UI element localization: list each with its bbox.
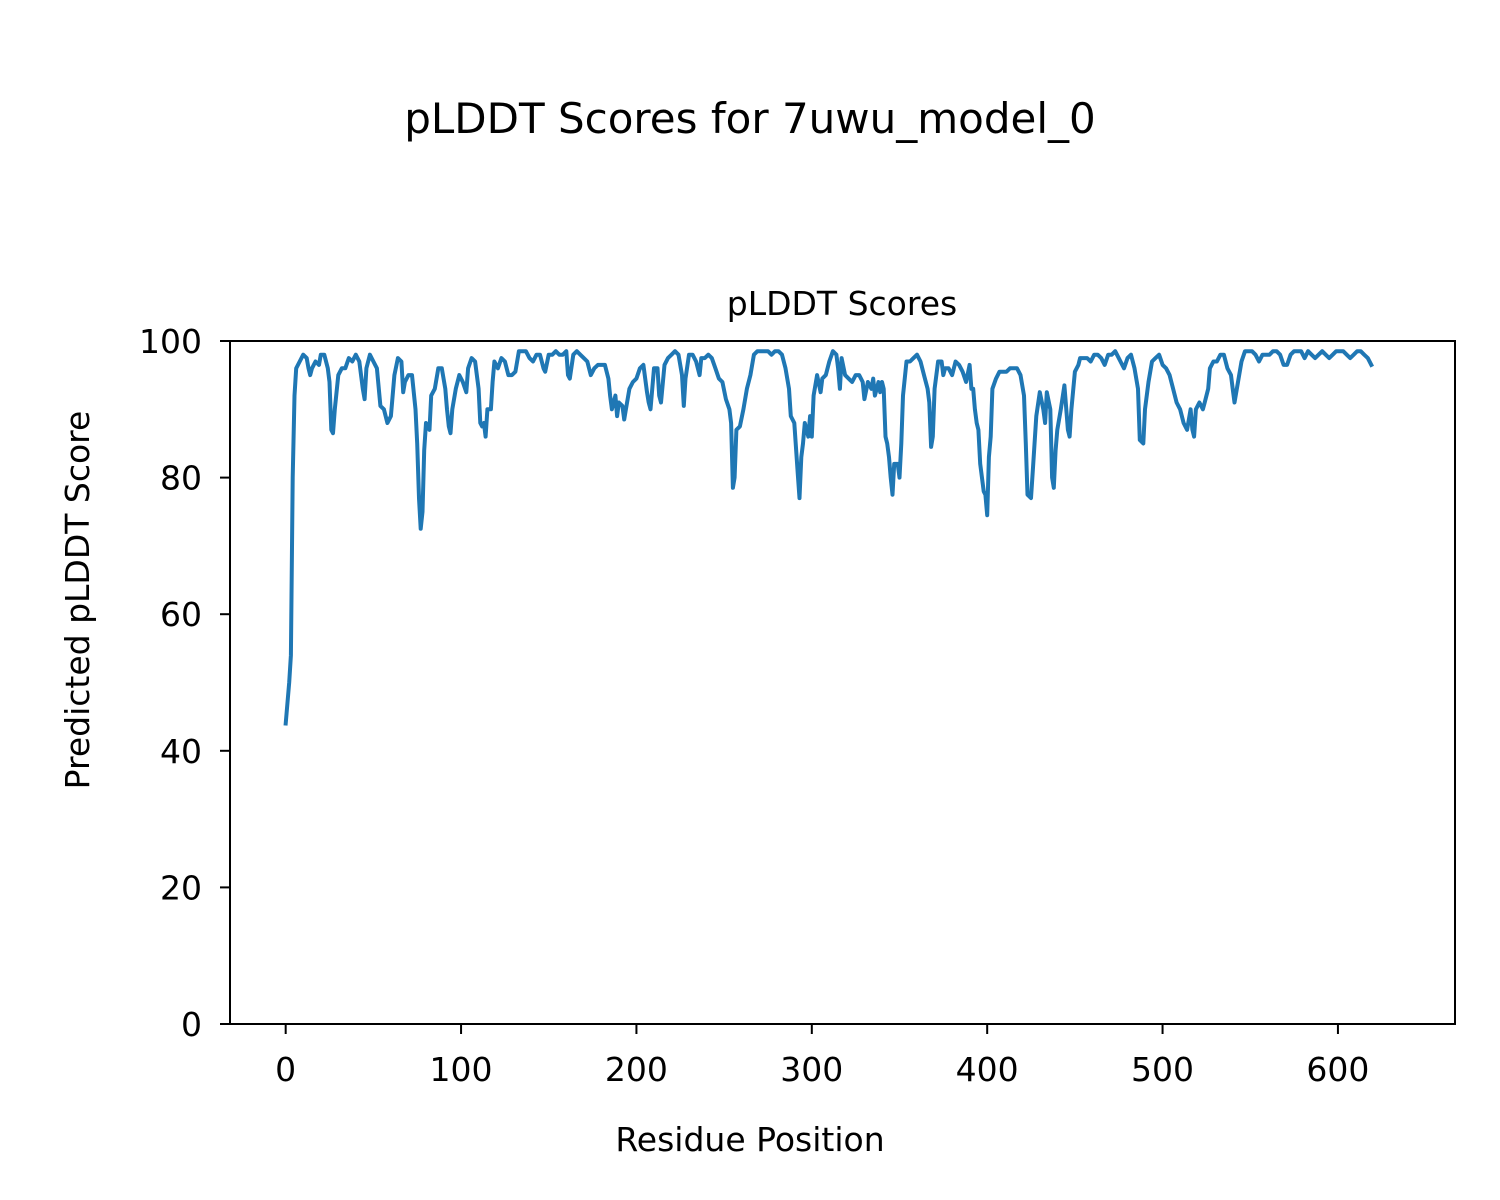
y-axis-ticks: 0 20 40 60 80 100: [139, 322, 230, 1044]
x-axis-label: Residue Position: [615, 1120, 884, 1159]
x-tick-label: 300: [780, 1050, 843, 1089]
axes-title: pLDDT Scores: [727, 284, 957, 323]
y-tick-label: 0: [181, 1005, 202, 1044]
figure-title: pLDDT Scores for 7uwu_model_0: [404, 94, 1096, 143]
y-axis-label: Predicted pLDDT Score: [58, 411, 97, 790]
plot-frame: [229, 340, 1456, 1025]
x-tick-label: 400: [956, 1050, 1019, 1089]
x-tick-label: 0: [275, 1050, 296, 1089]
y-tick-label: 60: [160, 595, 202, 634]
y-tick-label: 40: [160, 732, 202, 771]
y-tick-label: 100: [139, 322, 202, 361]
y-tick-label: 80: [160, 459, 202, 498]
series-line: [283, 349, 1374, 726]
x-tick-label: 500: [1131, 1050, 1194, 1089]
x-axis-ticks: 0 100 200 300 400 500 600: [275, 1024, 1369, 1089]
x-tick-label: 200: [605, 1050, 668, 1089]
x-tick-label: 100: [430, 1050, 493, 1089]
x-tick-label: 600: [1306, 1050, 1369, 1089]
y-tick-label: 20: [160, 868, 202, 907]
